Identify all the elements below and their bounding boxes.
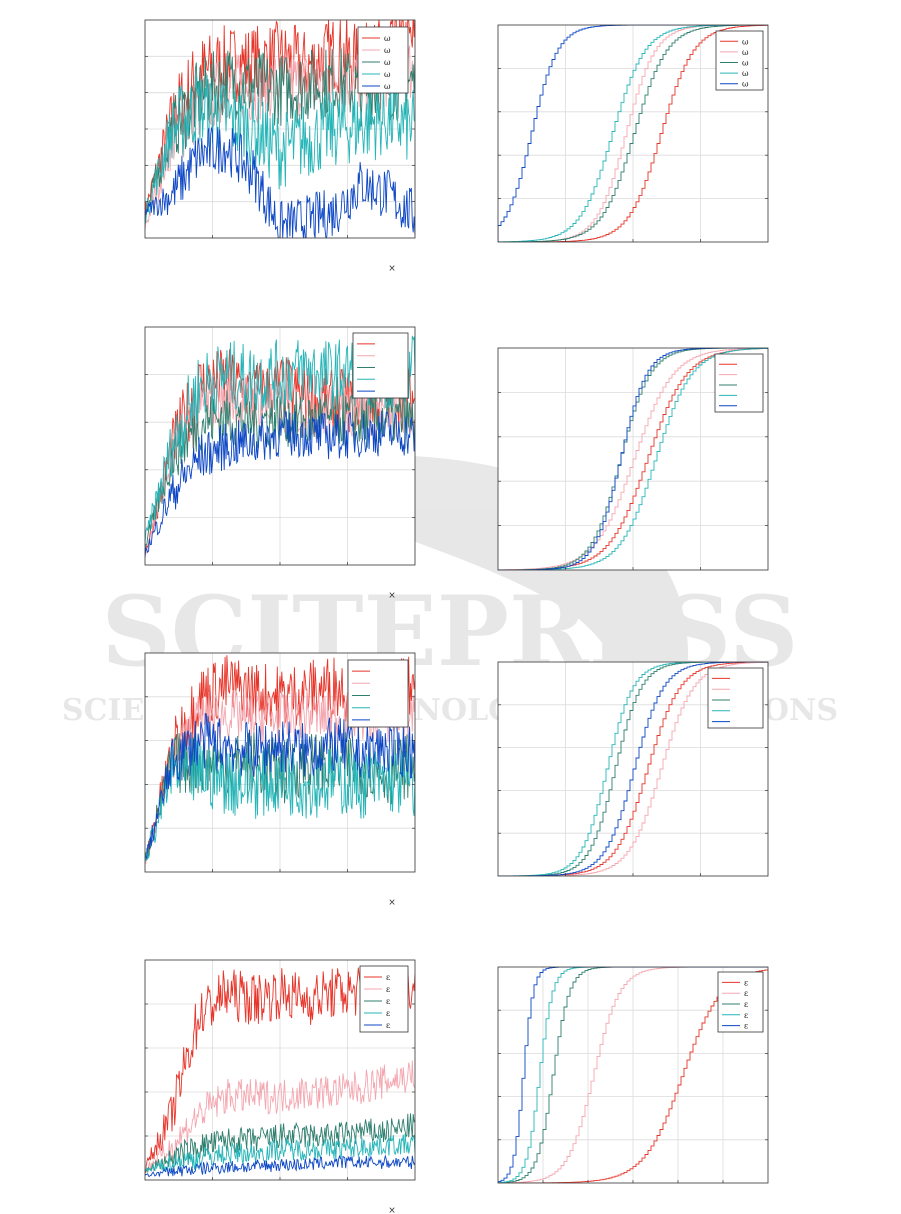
legend <box>347 659 409 728</box>
legend-label: ε <box>744 1000 748 1009</box>
series-line-darkteal <box>145 1113 415 1172</box>
series-line-blue <box>145 410 415 558</box>
legend-box <box>717 971 764 1033</box>
legend <box>352 332 409 399</box>
legend-box <box>715 30 764 91</box>
series-line-blue <box>498 662 768 876</box>
legend <box>714 353 764 413</box>
chart-panel-3: × <box>144 326 416 601</box>
series-line-darkteal <box>498 25 768 242</box>
legend-box <box>357 26 409 94</box>
chart-panel-5: × <box>144 652 416 908</box>
series-line-red <box>498 25 768 242</box>
series-line-pink <box>498 348 768 570</box>
legend-label: ω <box>384 34 391 43</box>
series-line-cyan <box>145 738 415 861</box>
legend-box <box>714 353 764 413</box>
legend-label: ε <box>386 973 390 982</box>
x-multiplier-label: × <box>388 898 396 908</box>
legend-label: ε <box>744 978 748 987</box>
legend-box <box>347 659 409 728</box>
x-multiplier-label: × <box>388 591 396 601</box>
chart-panel-4 <box>497 347 769 571</box>
legend-label: ε <box>386 1021 390 1030</box>
chart-panel-6 <box>497 661 769 877</box>
series-line-cyan <box>145 1133 415 1173</box>
series-line-blue <box>145 1154 415 1177</box>
legend-label: ε <box>744 989 748 998</box>
legend-box <box>352 332 409 399</box>
series-line-pink <box>498 662 768 876</box>
legend-label: ω <box>384 70 391 79</box>
series-line-darkteal <box>145 48 415 223</box>
legend-label: ω <box>742 37 749 46</box>
legend-label: ω <box>384 82 391 91</box>
x-multiplier-label: × <box>388 1206 396 1214</box>
legend-label: ω <box>384 58 391 67</box>
legend-box <box>707 667 764 729</box>
legend-label: ε <box>386 1009 390 1018</box>
legend-label: ε <box>744 1011 748 1020</box>
legend-label: ω <box>742 48 749 57</box>
x-multiplier-label: × <box>388 264 396 274</box>
legend-label: ε <box>744 1022 748 1031</box>
series-line-blue <box>145 712 415 860</box>
legend-label: ε <box>386 985 390 994</box>
series-line-cyan <box>498 348 768 570</box>
legend-label: ω <box>742 80 749 89</box>
legend-label: ε <box>386 997 390 1006</box>
series-line-blue <box>498 967 768 1183</box>
legend-label: ω <box>742 69 749 78</box>
series-line-blue <box>498 25 768 242</box>
series-line-blue <box>145 126 415 238</box>
series-line-cyan <box>498 25 768 242</box>
legend-label: ω <box>742 59 749 68</box>
series-line-pink <box>145 374 415 554</box>
legend <box>707 667 764 729</box>
series-line-pink <box>145 1060 415 1172</box>
legend-label: ω <box>384 46 391 55</box>
series-line-darkteal <box>498 967 768 1183</box>
legend-box <box>359 965 409 1033</box>
